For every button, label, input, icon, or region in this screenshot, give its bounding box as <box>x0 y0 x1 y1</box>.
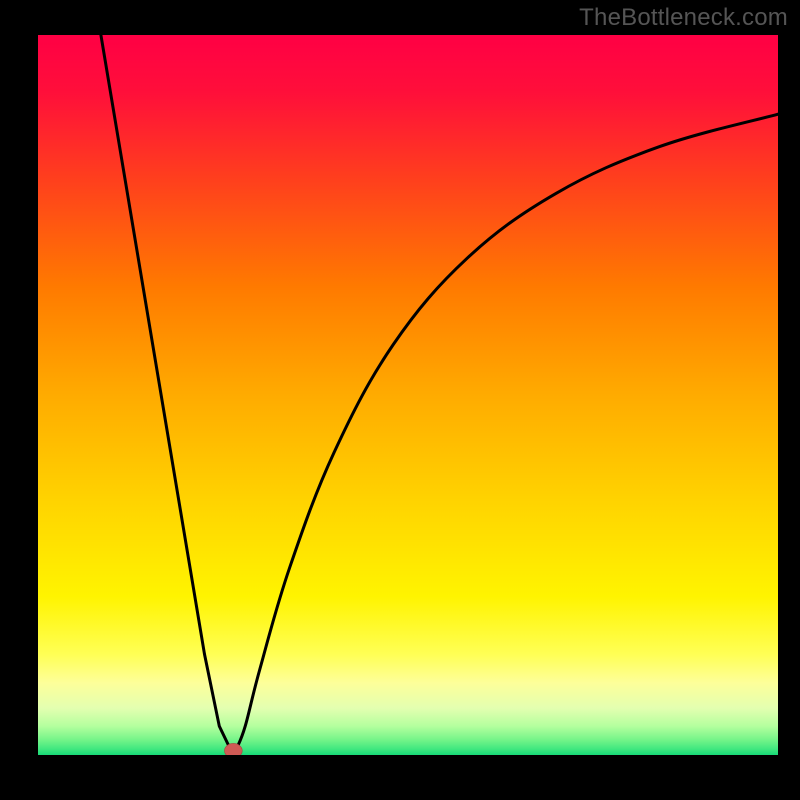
chart-container: TheBottleneck.com <box>0 0 800 800</box>
bottleneck-chart <box>38 35 778 755</box>
watermark-text: TheBottleneck.com <box>579 4 788 32</box>
marker-dot <box>224 743 242 755</box>
